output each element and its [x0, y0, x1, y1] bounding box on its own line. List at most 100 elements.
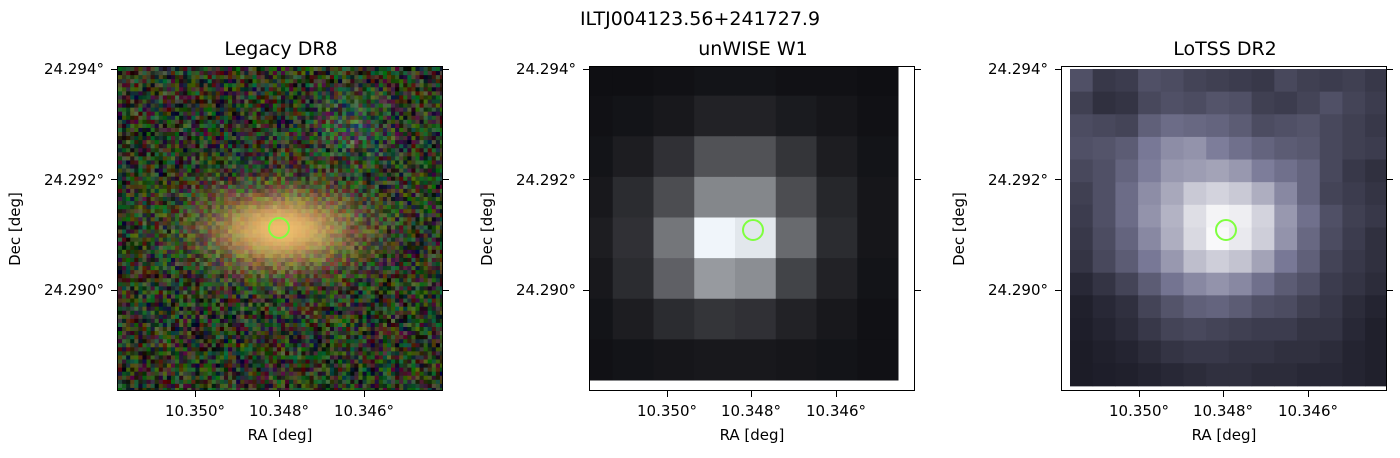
- image-pixel: [191, 111, 196, 117]
- image-pixel: [228, 294, 233, 300]
- image-pixel: [370, 286, 376, 291]
- image-pixel: [191, 217, 196, 222]
- image-pixel: [386, 111, 392, 117]
- image-pixel: [158, 91, 164, 96]
- image-pixel: [370, 152, 376, 157]
- image-pixel: [122, 192, 127, 198]
- image-pixel: [154, 156, 160, 161]
- image-pixel: [150, 266, 156, 271]
- image-pixel: [170, 180, 176, 186]
- image-pixel: [297, 103, 302, 109]
- image-pixel: [333, 225, 339, 230]
- image-pixel: [146, 294, 152, 300]
- image-pixel: [272, 99, 278, 105]
- image-pixel: [146, 172, 152, 178]
- image-pixel: [199, 176, 205, 182]
- image-pixel: [134, 184, 139, 190]
- image-pixel: [427, 221, 433, 226]
- image-pixel: [187, 225, 192, 230]
- image-pixel: [150, 75, 156, 80]
- image-pixel: [285, 83, 290, 88]
- image-pixel: [126, 225, 131, 230]
- image-pixel: [439, 270, 442, 275]
- image-pixel: [130, 249, 135, 255]
- image-pixel: [427, 294, 433, 300]
- image-pixel: [395, 221, 400, 226]
- image-pixel: [399, 168, 404, 174]
- image-pixel: [289, 209, 294, 214]
- image-pixel: [342, 148, 347, 153]
- image-pixel: [207, 229, 213, 235]
- image-pixel: [431, 253, 437, 259]
- image-pixel: [138, 160, 143, 165]
- image-pixel: [203, 209, 209, 214]
- image-pixel: [297, 132, 302, 137]
- image-pixel: [427, 266, 433, 271]
- image-pixel: [346, 172, 351, 178]
- image-pixel: [435, 257, 441, 263]
- image-pixel: [411, 79, 416, 84]
- image-pixel: [391, 201, 396, 206]
- image-pixel: [321, 294, 327, 300]
- image-pixel: [158, 286, 164, 291]
- image-pixel: [134, 99, 139, 105]
- image-pixel: [419, 164, 425, 170]
- image-pixel: [338, 168, 343, 174]
- image-pixel: [285, 132, 290, 137]
- image-pixel: [150, 132, 156, 137]
- image-pixel: [162, 87, 168, 92]
- image-pixel: [415, 237, 421, 243]
- image-pixel: [256, 83, 262, 88]
- image-pixel: [346, 115, 351, 121]
- image-pixel: [248, 229, 253, 235]
- image-pixel: [264, 156, 270, 161]
- image-pixel: [439, 209, 442, 214]
- image-pixel: [142, 180, 148, 186]
- image-pixel: [240, 201, 245, 206]
- image-pixel: [162, 241, 168, 247]
- image-pixel: [236, 294, 241, 300]
- image-pixel: [211, 184, 217, 190]
- image-pixel: [166, 111, 172, 117]
- image-pixel: [118, 217, 123, 222]
- image-pixel: [317, 136, 323, 141]
- image-pixel: [215, 257, 221, 263]
- image-pixel: [276, 115, 282, 121]
- image-pixel: [362, 270, 368, 275]
- image-pixel: [362, 164, 368, 170]
- image-pixel: [240, 95, 245, 100]
- image-pixel: [411, 136, 416, 141]
- image-pixel: [240, 197, 245, 202]
- image-pixel: [223, 184, 229, 190]
- image-pixel: [248, 286, 253, 291]
- image-pixel: [211, 67, 217, 72]
- image-pixel: [366, 249, 372, 255]
- image-pixel: [228, 270, 233, 275]
- image-pixel: [170, 257, 176, 263]
- image-pixel: [366, 180, 372, 186]
- image-pixel: [419, 107, 425, 113]
- image-pixel: [142, 286, 148, 291]
- image-pixel: [166, 136, 172, 141]
- image-pixel: [118, 67, 123, 72]
- image-pixel: [374, 221, 380, 226]
- image-pixel: [285, 95, 290, 100]
- image-pixel: [276, 180, 282, 186]
- image-pixel: [366, 209, 372, 214]
- image-pixel: [175, 314, 180, 320]
- image-pixel: [183, 257, 188, 263]
- image-pixel: [154, 119, 160, 125]
- image-pixel: [276, 99, 282, 105]
- image-pixel: [333, 290, 339, 295]
- image-pixel: [415, 176, 421, 182]
- image-pixel: [285, 115, 290, 121]
- image-pixel: [305, 205, 311, 210]
- image-pixel: [166, 201, 172, 206]
- image-pixel: [423, 266, 429, 271]
- image-pixel: [146, 262, 152, 267]
- image-pixel: [248, 79, 253, 84]
- image-pixel: [207, 233, 213, 239]
- image-pixel: [252, 71, 258, 76]
- image-pixel: [285, 282, 290, 287]
- image-pixel: [346, 168, 351, 174]
